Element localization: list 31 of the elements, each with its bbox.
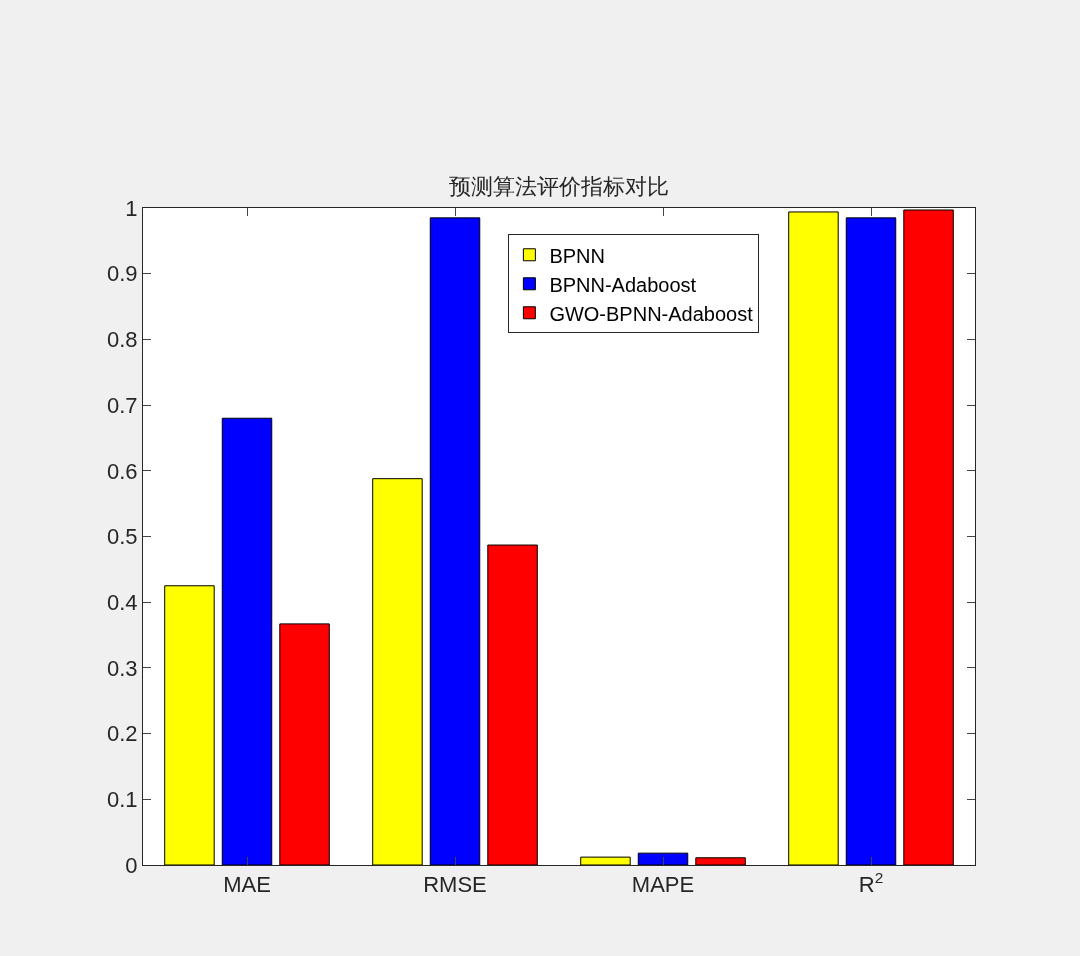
bar — [372, 478, 423, 865]
y-tick-label: 0.3 — [107, 655, 138, 681]
bar — [487, 544, 538, 865]
y-tick-label: 0.1 — [107, 787, 138, 812]
y-tick-label: 0.7 — [107, 392, 138, 418]
bar — [164, 585, 215, 865]
bar — [903, 209, 954, 865]
y-tick-label: 1 — [125, 195, 138, 221]
bar — [788, 211, 839, 865]
legend-label: BPNN — [549, 244, 605, 267]
bar — [279, 623, 330, 865]
x-tick-label: RMSE — [423, 872, 487, 898]
y-tick-label: 0.2 — [107, 721, 138, 747]
bar — [221, 417, 273, 865]
x-tick-label: MAE — [223, 872, 271, 898]
legend-label: BPNN-Adaboost — [549, 273, 697, 296]
y-tick-label: 0.5 — [107, 524, 138, 550]
x-tick-label: MAPE — [631, 872, 695, 898]
bar — [695, 857, 746, 865]
legend-label: GWO-BPNN-Adaboost — [549, 302, 754, 325]
y-tick-label: 0.4 — [107, 589, 138, 615]
y-tick-label: 0 — [125, 852, 138, 878]
bar — [580, 856, 631, 865]
chart-title: 预测算法评价指标对比 — [449, 173, 669, 199]
bar — [637, 852, 689, 865]
y-tick-label: 0.6 — [107, 458, 138, 484]
y-tick-label: 0.8 — [107, 327, 138, 353]
y-tick-label: 0.9 — [107, 261, 138, 287]
bar — [845, 217, 897, 865]
bar — [429, 217, 481, 865]
x-tick-label: R$^{2}$ — [858, 869, 884, 898]
